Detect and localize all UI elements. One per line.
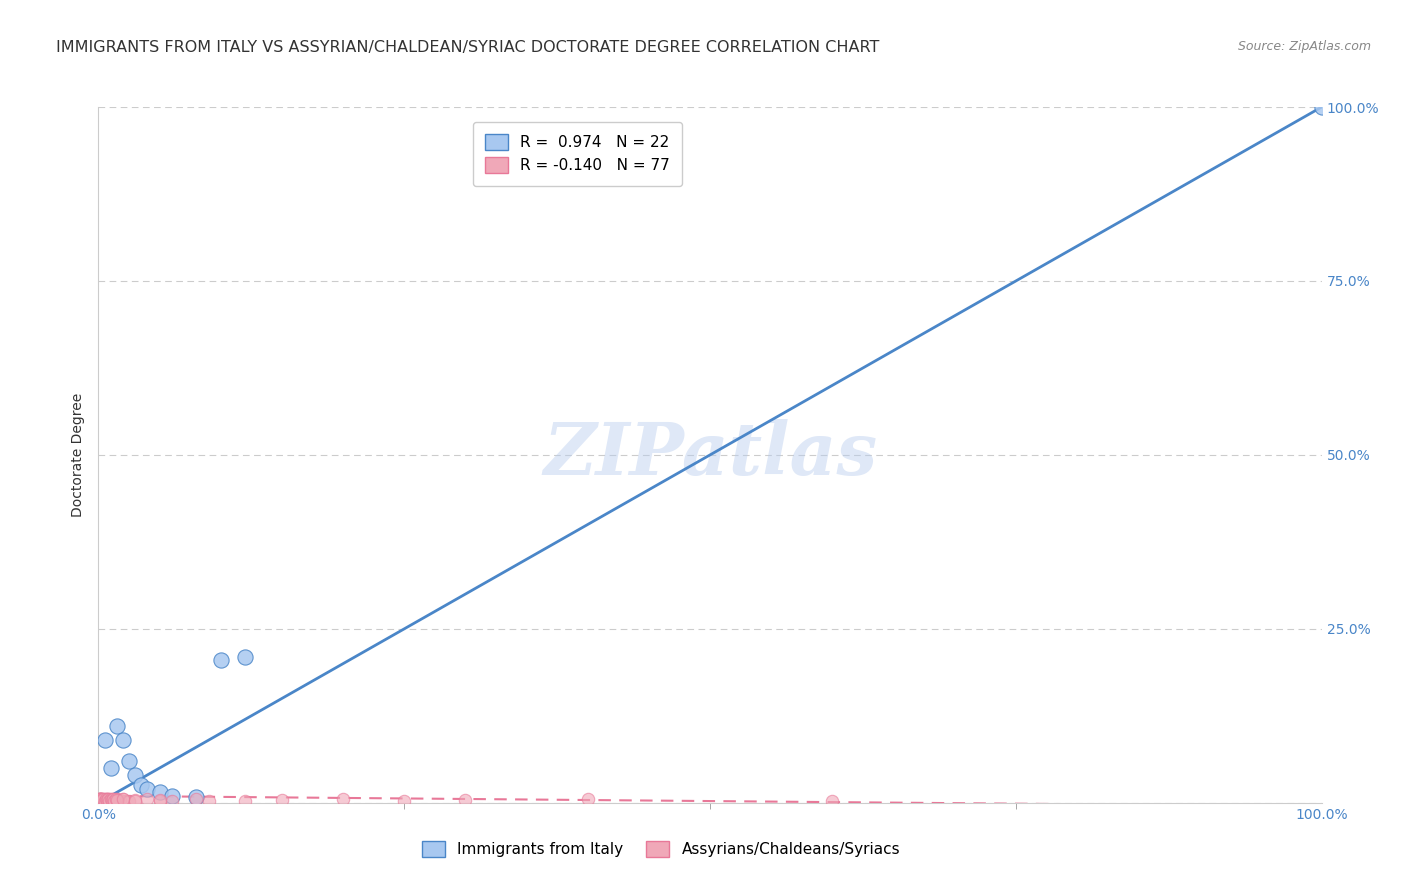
Point [94, 791, 117, 805]
Text: IMMIGRANTS FROM ITALY VS ASSYRIAN/CHALDEAN/SYRIAC DOCTORATE DEGREE CORRELATION C: IMMIGRANTS FROM ITALY VS ASSYRIAN/CHALDE… [56, 40, 880, 55]
Point [103, 791, 125, 805]
Point [197, 794, 219, 808]
Point [90, 793, 112, 807]
Point [94, 791, 117, 805]
Point [97, 794, 120, 808]
Point [233, 794, 256, 808]
Legend: Immigrants from Italy, Assyrians/Chaldeans/Syriacs: Immigrants from Italy, Assyrians/Chaldea… [415, 833, 908, 864]
Point [149, 785, 172, 799]
Point [101, 794, 124, 808]
Point [136, 781, 159, 796]
Point [160, 794, 183, 808]
Point [96, 793, 118, 807]
Point [332, 792, 354, 806]
Point [111, 792, 134, 806]
Point [93, 794, 115, 808]
Point [90, 794, 112, 808]
Text: ZIPatlas: ZIPatlas [543, 419, 877, 491]
Point [91, 792, 114, 806]
Point [454, 793, 477, 807]
Point [103, 794, 125, 808]
Point [91, 794, 114, 808]
Point [90, 792, 112, 806]
Point [91, 794, 114, 808]
Point [149, 793, 172, 807]
Point [91, 792, 114, 806]
Point [89, 793, 111, 807]
Point [89, 794, 111, 808]
Point [1310, 100, 1333, 114]
Point [100, 793, 122, 807]
Point [186, 792, 208, 806]
Point [90, 793, 112, 807]
Point [124, 768, 146, 782]
Point [87, 791, 110, 805]
Point [105, 792, 128, 806]
Point [89, 791, 111, 805]
Text: Source: ZipAtlas.com: Source: ZipAtlas.com [1237, 40, 1371, 54]
Point [90, 791, 112, 805]
Point [90, 794, 112, 808]
Point [136, 792, 159, 806]
Point [111, 733, 134, 747]
Point [101, 793, 124, 807]
Point [100, 791, 122, 805]
Point [124, 793, 146, 807]
Point [87, 793, 110, 807]
Point [98, 794, 121, 808]
Point [87, 791, 110, 805]
Point [129, 778, 152, 792]
Point [91, 792, 114, 806]
Point [97, 792, 120, 806]
Point [392, 794, 416, 808]
Point [105, 719, 128, 733]
Point [97, 793, 120, 807]
Point [96, 793, 118, 807]
Point [93, 793, 115, 807]
Point [89, 792, 111, 806]
Point [89, 793, 111, 807]
Point [91, 791, 114, 805]
Point [149, 794, 172, 808]
Point [101, 792, 124, 806]
Point [87, 791, 110, 805]
Point [270, 793, 294, 807]
Point [111, 792, 134, 806]
Point [93, 792, 115, 806]
Point [821, 794, 844, 808]
Point [110, 793, 132, 807]
Y-axis label: Doctorate Degree: Doctorate Degree [72, 392, 86, 517]
Point [101, 792, 124, 806]
Point [107, 794, 129, 808]
Point [209, 653, 232, 667]
Point [91, 793, 114, 807]
Point [96, 792, 118, 806]
Point [100, 761, 122, 775]
Point [118, 754, 141, 768]
Point [104, 793, 127, 807]
Point [90, 791, 112, 805]
Point [233, 649, 256, 664]
Point [89, 792, 111, 806]
Point [98, 794, 121, 808]
Point [98, 792, 121, 806]
Point [94, 794, 117, 808]
Point [104, 791, 127, 805]
Point [89, 793, 111, 807]
Point [105, 793, 128, 807]
Point [93, 733, 115, 747]
Point [576, 792, 599, 806]
Point [89, 792, 111, 806]
Point [124, 794, 146, 808]
Point [118, 794, 141, 808]
Point [91, 794, 114, 808]
Point [97, 791, 120, 805]
Point [160, 789, 183, 803]
Point [186, 790, 208, 805]
